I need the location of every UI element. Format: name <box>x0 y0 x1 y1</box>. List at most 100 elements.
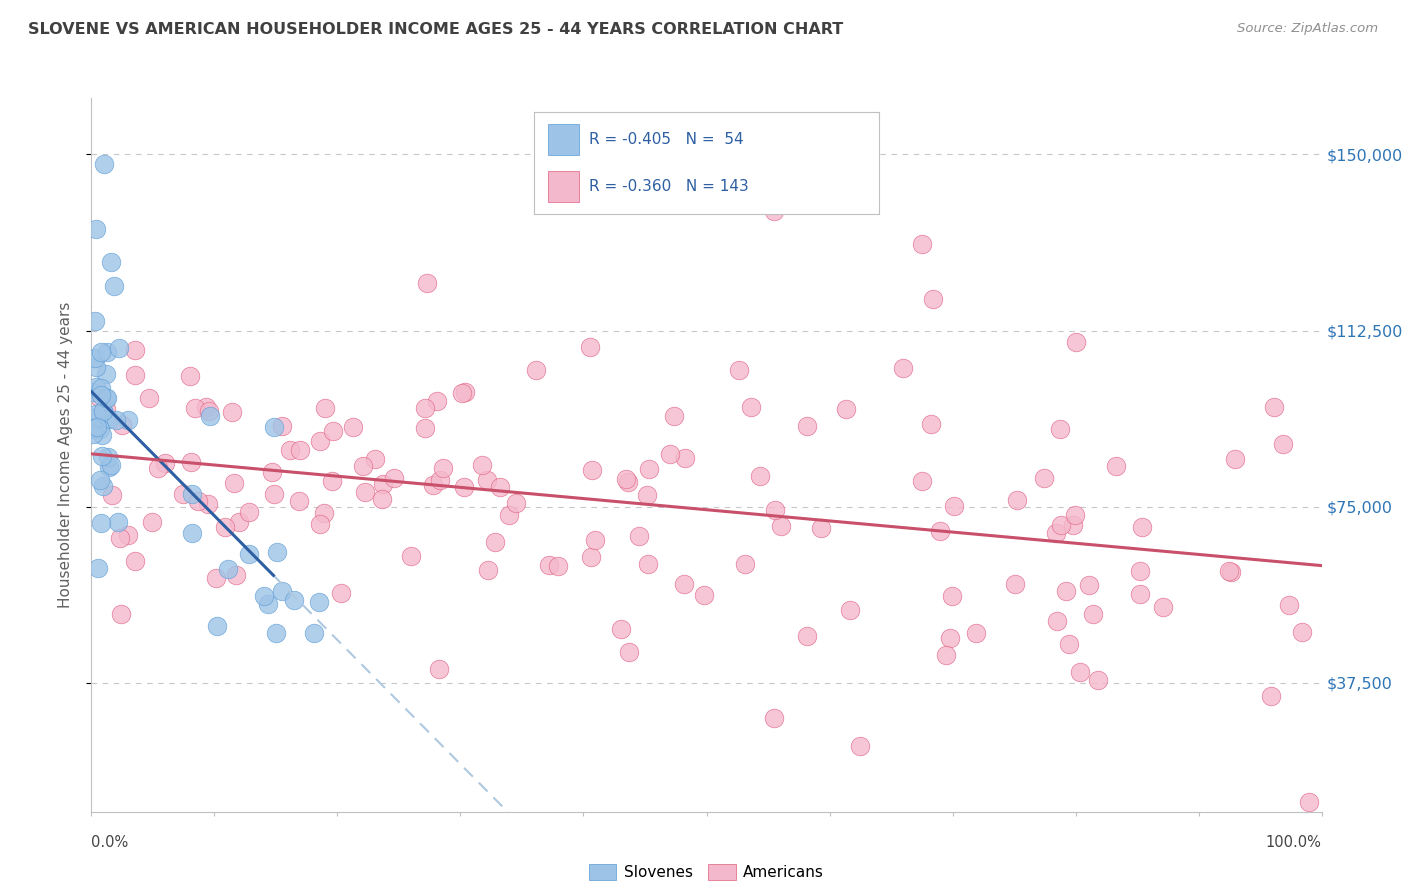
Point <box>835 401 858 416</box>
Point <box>86 560 108 574</box>
Point <box>90 345 112 359</box>
Point <box>96 391 118 405</box>
Point <box>427 662 450 676</box>
Point <box>1062 517 1084 532</box>
Point <box>271 584 294 599</box>
Point <box>429 473 451 487</box>
Point <box>524 363 547 377</box>
Point <box>1272 436 1295 450</box>
Point <box>477 563 499 577</box>
Point <box>84 314 107 328</box>
Point <box>180 454 202 468</box>
Point <box>181 487 204 501</box>
Point <box>475 473 498 487</box>
Point <box>90 388 112 402</box>
Point <box>90 450 112 464</box>
Point <box>89 422 111 436</box>
Point <box>84 351 107 365</box>
Point <box>148 461 170 475</box>
Point <box>141 515 163 529</box>
Point <box>763 203 786 218</box>
Point <box>413 421 436 435</box>
Point <box>614 472 637 486</box>
Point <box>217 562 239 576</box>
Point <box>179 369 201 384</box>
Point <box>187 493 209 508</box>
Point <box>810 521 832 535</box>
Point <box>82 420 104 434</box>
Point <box>96 345 118 359</box>
Point <box>84 360 107 375</box>
Point <box>93 157 115 171</box>
Point <box>84 407 107 421</box>
Point <box>432 460 454 475</box>
Point <box>763 503 786 517</box>
Point <box>1129 587 1152 601</box>
Point <box>82 426 104 441</box>
Point <box>205 571 228 585</box>
Y-axis label: Householder Income Ages 25 - 44 years: Householder Income Ages 25 - 44 years <box>58 301 73 608</box>
Point <box>180 526 202 541</box>
Point <box>155 456 177 470</box>
Point <box>100 255 122 269</box>
Point <box>770 519 793 533</box>
Point <box>93 403 115 417</box>
Point <box>104 412 127 426</box>
Point <box>422 478 444 492</box>
Point <box>84 222 107 236</box>
Point <box>117 413 139 427</box>
Point <box>124 368 146 382</box>
Point <box>86 419 108 434</box>
Point <box>198 409 221 423</box>
Point <box>278 442 301 457</box>
Point <box>172 487 194 501</box>
Point <box>929 524 952 538</box>
Point <box>489 480 512 494</box>
Point <box>1220 566 1243 580</box>
Point <box>1078 577 1101 591</box>
Point <box>1260 689 1282 703</box>
Point <box>838 603 860 617</box>
Point <box>101 488 124 502</box>
Point <box>891 361 914 376</box>
Point <box>734 557 756 571</box>
Point <box>224 476 246 491</box>
Point <box>354 484 377 499</box>
Point <box>581 463 603 477</box>
Point <box>80 385 103 400</box>
Point <box>83 411 105 425</box>
Point <box>672 577 695 591</box>
Point <box>1005 492 1028 507</box>
Point <box>238 547 260 561</box>
Point <box>796 418 818 433</box>
Point <box>87 391 110 405</box>
Point <box>1298 795 1320 809</box>
Point <box>110 607 132 622</box>
Point <box>108 341 131 355</box>
Point <box>94 368 117 382</box>
Point <box>363 452 385 467</box>
Point <box>309 516 332 531</box>
Point <box>1278 599 1301 613</box>
Point <box>939 631 962 645</box>
Point <box>740 400 762 414</box>
Point <box>617 475 640 490</box>
Text: Source: ZipAtlas.com: Source: ZipAtlas.com <box>1237 22 1378 36</box>
Bar <box>548 124 579 154</box>
Point <box>617 645 640 659</box>
Point <box>498 508 520 522</box>
Point <box>221 405 243 419</box>
Point <box>638 462 661 476</box>
Point <box>91 428 114 442</box>
Point <box>138 391 160 405</box>
Point <box>91 479 114 493</box>
Point <box>627 529 650 543</box>
Point <box>124 554 146 568</box>
Point <box>941 589 963 603</box>
Point <box>693 588 716 602</box>
Point <box>314 401 336 415</box>
Point <box>426 394 449 409</box>
Point <box>943 499 966 513</box>
Point <box>103 279 125 293</box>
Point <box>308 595 330 609</box>
